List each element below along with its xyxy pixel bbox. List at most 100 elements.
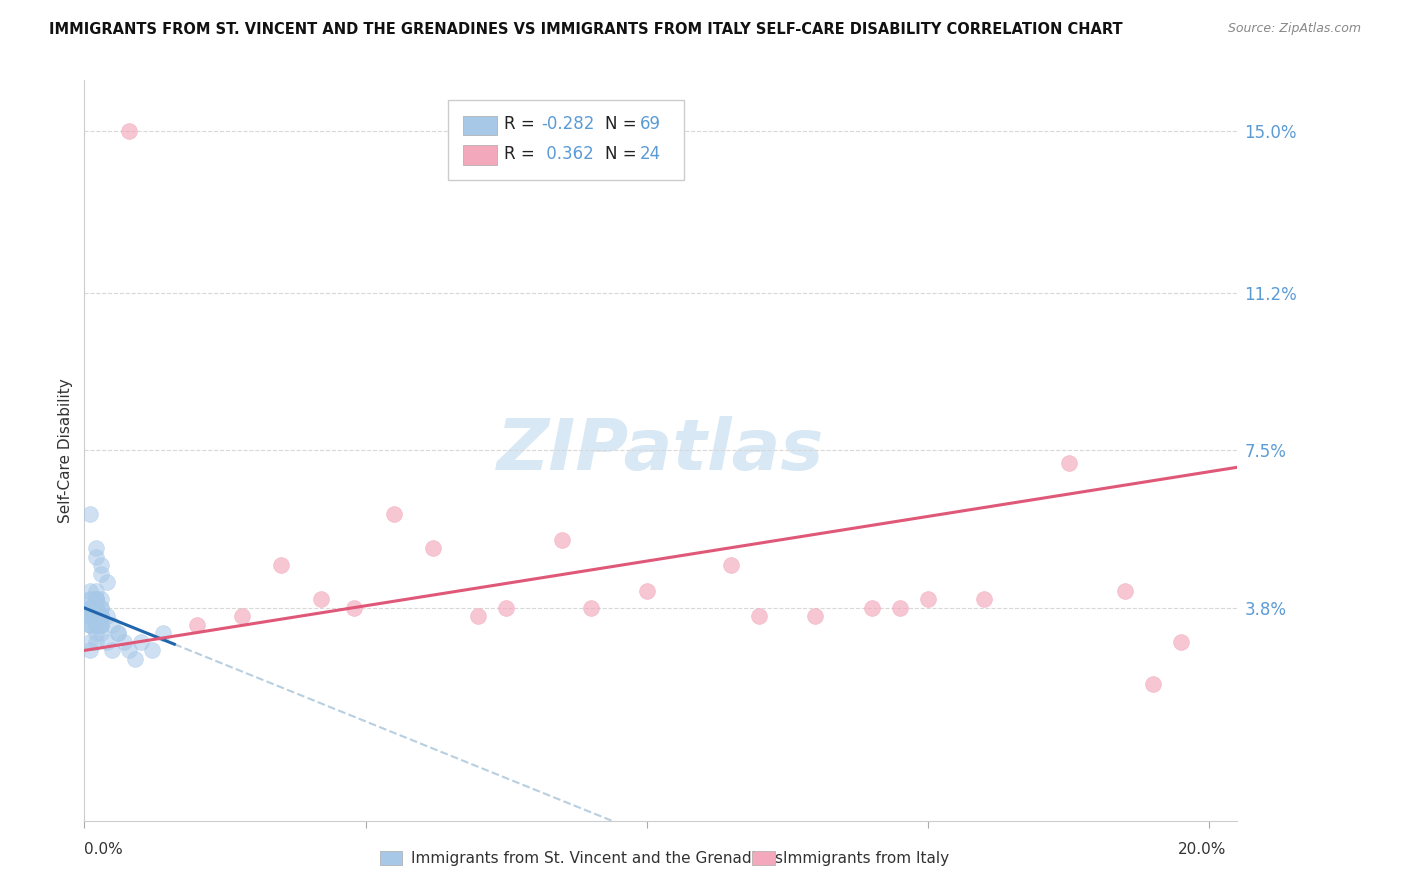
FancyBboxPatch shape: [463, 145, 498, 165]
Point: [748, 609, 770, 624]
Point: [84, 592, 107, 607]
Point: [1114, 583, 1136, 598]
Point: [90, 609, 112, 624]
Point: [84, 618, 107, 632]
Point: [343, 600, 366, 615]
Point: [101, 618, 124, 632]
Point: [84, 609, 107, 624]
Point: [270, 558, 292, 573]
Text: ZIPatlas: ZIPatlas: [498, 416, 824, 485]
Text: -0.282: -0.282: [541, 115, 595, 133]
Point: [152, 626, 174, 640]
Point: [889, 600, 911, 615]
Point: [84, 618, 107, 632]
Point: [79, 508, 101, 522]
Point: [1057, 456, 1080, 470]
Point: [141, 643, 163, 657]
Point: [79, 618, 101, 632]
Point: [973, 592, 995, 607]
Point: [84, 600, 107, 615]
Point: [79, 600, 101, 615]
Point: [917, 592, 939, 607]
Text: IMMIGRANTS FROM ST. VINCENT AND THE GRENADINES VS IMMIGRANTS FROM ITALY SELF-CAR: IMMIGRANTS FROM ST. VINCENT AND THE GREN…: [49, 22, 1123, 37]
Point: [79, 592, 101, 607]
Point: [84, 635, 107, 649]
Point: [79, 600, 101, 615]
Point: [79, 609, 101, 624]
Point: [186, 618, 208, 632]
Text: R =: R =: [503, 145, 540, 162]
Point: [79, 592, 101, 607]
Point: [79, 600, 101, 615]
Point: [96, 575, 118, 590]
Point: [804, 609, 827, 624]
Text: N =: N =: [606, 145, 643, 162]
Point: [79, 600, 101, 615]
Point: [84, 600, 107, 615]
Point: [84, 592, 107, 607]
Point: [79, 618, 101, 632]
Point: [84, 592, 107, 607]
Point: [79, 583, 101, 598]
Point: [84, 541, 107, 556]
Point: [118, 124, 141, 138]
Point: [79, 643, 101, 657]
Text: 0.362: 0.362: [541, 145, 593, 162]
Point: [84, 549, 107, 564]
Point: [860, 600, 883, 615]
Point: [84, 600, 107, 615]
Point: [118, 643, 141, 657]
Point: [84, 609, 107, 624]
Point: [112, 635, 135, 649]
Point: [84, 600, 107, 615]
Point: [84, 626, 107, 640]
Point: [422, 541, 444, 556]
Point: [96, 635, 118, 649]
Point: [79, 600, 101, 615]
Point: [84, 592, 107, 607]
Point: [124, 652, 146, 666]
Text: R =: R =: [503, 115, 540, 133]
Text: Immigrants from Italy: Immigrants from Italy: [783, 851, 949, 865]
Point: [495, 600, 517, 615]
Text: 0.0%: 0.0%: [84, 842, 124, 857]
Text: 20.0%: 20.0%: [1178, 842, 1226, 857]
Point: [90, 600, 112, 615]
Text: 69: 69: [640, 115, 661, 133]
Text: 24: 24: [640, 145, 661, 162]
Point: [90, 600, 112, 615]
Point: [79, 609, 101, 624]
Point: [720, 558, 742, 573]
Point: [309, 592, 332, 607]
Y-axis label: Self-Care Disability: Self-Care Disability: [58, 378, 73, 523]
Point: [84, 600, 107, 615]
Point: [79, 618, 101, 632]
Point: [231, 609, 253, 624]
Point: [101, 643, 124, 657]
Point: [90, 609, 112, 624]
Point: [1142, 677, 1164, 691]
Point: [1170, 635, 1192, 649]
Point: [96, 609, 118, 624]
Point: [129, 635, 152, 649]
Point: [107, 626, 129, 640]
Text: Immigrants from St. Vincent and the Grenadines: Immigrants from St. Vincent and the Gren…: [411, 851, 783, 865]
Point: [79, 600, 101, 615]
FancyBboxPatch shape: [463, 116, 498, 135]
Point: [90, 618, 112, 632]
Point: [90, 558, 112, 573]
Point: [90, 609, 112, 624]
Point: [84, 618, 107, 632]
Point: [84, 592, 107, 607]
Point: [79, 635, 101, 649]
Point: [90, 566, 112, 581]
Point: [79, 609, 101, 624]
Point: [84, 609, 107, 624]
Point: [84, 609, 107, 624]
Point: [90, 618, 112, 632]
Text: N =: N =: [606, 115, 643, 133]
Point: [467, 609, 489, 624]
Point: [90, 626, 112, 640]
Point: [579, 600, 602, 615]
Point: [107, 626, 129, 640]
